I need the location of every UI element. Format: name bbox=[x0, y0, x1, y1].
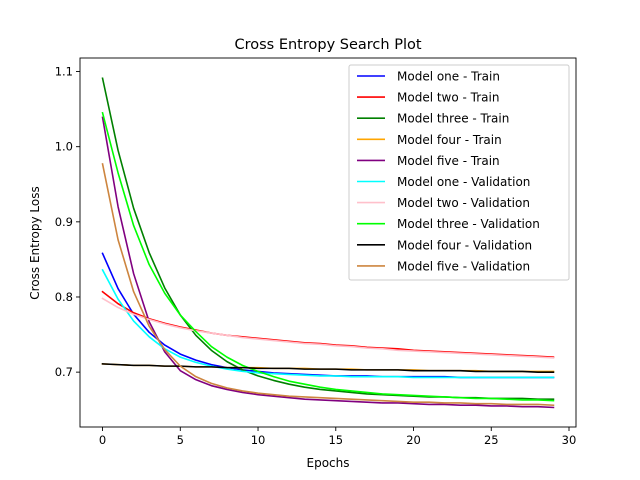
series-line-9 bbox=[101, 363, 555, 373]
y-tick-label: 0.7 bbox=[55, 365, 73, 379]
y-tick-label: 1.0 bbox=[55, 140, 73, 154]
x-tick-label: 0 bbox=[99, 433, 106, 447]
legend-label-9: Model four - Validation bbox=[397, 238, 532, 252]
legend-label-3: Model three - Train bbox=[397, 112, 509, 126]
y-tick-label: 0.8 bbox=[55, 290, 73, 304]
x-tick-label: 5 bbox=[177, 433, 184, 447]
axes-frame bbox=[79, 57, 577, 428]
legend-label-6: Model one - Validation bbox=[397, 175, 530, 189]
y-tick-label: 1.1 bbox=[55, 65, 73, 79]
x-tick-label: 20 bbox=[406, 433, 421, 447]
legend-label-10: Model five - Validation bbox=[397, 259, 530, 273]
chart-title: Cross Entropy Search Plot bbox=[234, 37, 421, 53]
legend-label-8: Model three - Validation bbox=[397, 217, 540, 231]
plot-area: 0 5 10 15 20 25 30 0.7 0.8 0.9 1.0 1.1 Model one - T… bbox=[55, 57, 577, 447]
series-line-10 bbox=[101, 163, 555, 407]
series-line-8 bbox=[101, 111, 555, 402]
series-line-5 bbox=[101, 116, 555, 409]
y-axis-label: Cross Entropy Loss bbox=[28, 186, 42, 299]
x-tick-label: 10 bbox=[251, 433, 266, 447]
legend: Model one - Train Model two - Train Model … bbox=[348, 64, 570, 281]
legend-box bbox=[348, 64, 570, 281]
legend-label-7: Model two - Validation bbox=[397, 196, 530, 210]
series-line-7 bbox=[101, 297, 555, 359]
y-tick-label: 0.9 bbox=[55, 215, 73, 229]
x-tick-label: 25 bbox=[484, 433, 499, 447]
x-tick-label: 15 bbox=[328, 433, 343, 447]
legend-label-2: Model two - Train bbox=[397, 91, 499, 105]
legend-label-4: Model four - Train bbox=[397, 133, 502, 147]
legend-label-1: Model one - Train bbox=[397, 70, 500, 84]
legend-label-5: Model five - Train bbox=[397, 154, 500, 168]
x-axis-label: Epochs bbox=[307, 456, 350, 470]
series-line-6 bbox=[101, 268, 555, 379]
x-tick-label: 30 bbox=[562, 433, 577, 447]
